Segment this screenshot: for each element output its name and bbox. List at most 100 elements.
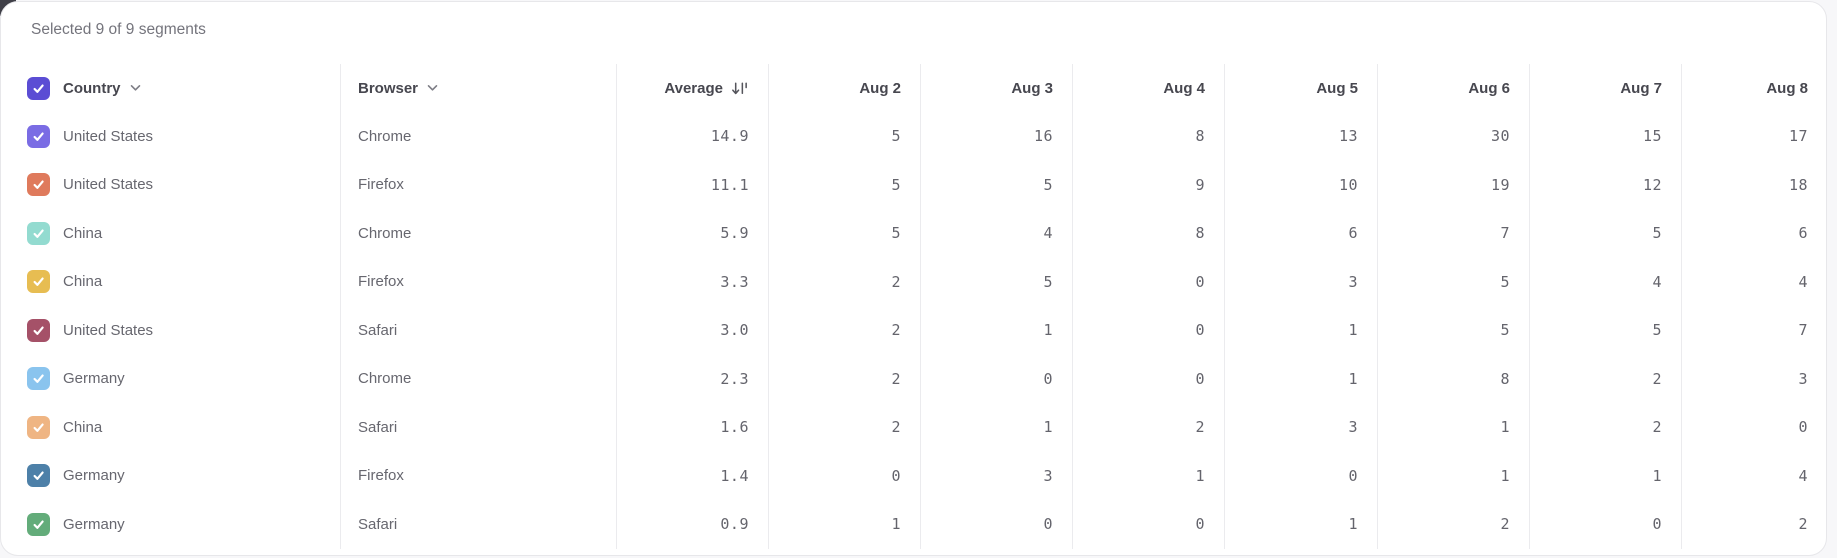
segment-checkbox[interactable] <box>27 512 50 536</box>
country-value: Germany <box>63 515 125 533</box>
date-value-cell: 1 <box>1377 451 1529 500</box>
date-value-cell: 0 <box>1072 306 1224 355</box>
segments-table: Country Browser Average Aug 2 Aug 3 Aug … <box>0 64 1827 549</box>
date-value-cell: 0 <box>768 451 920 500</box>
average-value-cell: 1.4 <box>616 451 768 500</box>
date-value-cell: 6 <box>1224 209 1377 258</box>
table-row-browser-cell: Firefox <box>340 160 616 209</box>
segment-checkbox[interactable] <box>27 464 50 488</box>
chevron-down-icon <box>130 84 141 92</box>
date-value-cell: 4 <box>1529 257 1681 306</box>
date-value-cell: 2 <box>1377 500 1529 549</box>
date-value-cell: 0 <box>920 354 1072 403</box>
date-value-cell: 1 <box>1529 451 1681 500</box>
table-row-country-cell: Germany <box>0 452 340 501</box>
date-value-cell: 5 <box>920 257 1072 306</box>
table-row-country-cell: United States <box>0 306 340 355</box>
date-value-cell: 2 <box>768 257 920 306</box>
check-icon <box>33 83 44 93</box>
segment-checkbox[interactable] <box>27 173 50 197</box>
date-value-cell: 0 <box>1681 403 1827 452</box>
date-column-header: Aug 2 <box>768 64 920 112</box>
date-value-cell: 0 <box>1224 451 1377 500</box>
segment-checkbox[interactable] <box>27 318 50 342</box>
average-value-cell: 3.0 <box>616 306 768 355</box>
sort-descending-icon[interactable] <box>730 79 749 98</box>
average-value-cell: 11.1 <box>616 160 768 209</box>
segment-checkbox[interactable] <box>27 367 50 391</box>
date-value-cell: 0 <box>1529 500 1681 549</box>
browser-value: Firefox <box>358 176 404 194</box>
country-value: Germany <box>63 467 125 485</box>
segment-checkbox[interactable] <box>27 221 50 245</box>
date-column-header: Aug 3 <box>920 64 1072 112</box>
segment-checkbox[interactable] <box>27 270 50 294</box>
date-value-cell: 5 <box>768 112 920 161</box>
date-value-cell: 1 <box>1224 306 1377 355</box>
date-value-cell: 5 <box>1529 209 1681 258</box>
date-value-cell: 9 <box>1072 160 1224 209</box>
date-value-cell: 2 <box>768 354 920 403</box>
check-icon <box>33 277 44 287</box>
date-value-cell: 5 <box>1377 257 1529 306</box>
average-value-cell: 2.3 <box>616 354 768 403</box>
check-icon <box>33 326 44 335</box>
date-value-cell: 12 <box>1529 160 1681 209</box>
date-value-cell: 1 <box>920 403 1072 452</box>
date-value-cell: 1 <box>1377 403 1529 452</box>
date-value-cell: 3 <box>1681 354 1827 403</box>
date-column-header: Aug 4 <box>1072 64 1224 112</box>
date-value-cell: 8 <box>1072 209 1224 258</box>
date-value-cell: 3 <box>1224 257 1377 306</box>
date-value-cell: 17 <box>1681 112 1827 161</box>
table-row-browser-cell: Safari <box>340 500 616 549</box>
date-value-cell: 1 <box>1224 500 1377 549</box>
chevron-down-icon <box>427 84 438 92</box>
browser-column-header[interactable]: Browser <box>340 64 616 112</box>
date-value-cell: 2 <box>1681 500 1827 549</box>
date-value-cell: 7 <box>1681 306 1827 355</box>
browser-value: Firefox <box>358 467 404 485</box>
date-value-cell: 4 <box>1681 257 1827 306</box>
browser-value: Safari <box>358 418 398 436</box>
average-value-cell: 5.9 <box>616 209 768 258</box>
browser-value: Safari <box>358 515 398 533</box>
average-value-cell: 3.3 <box>616 257 768 306</box>
check-icon <box>33 374 44 384</box>
browser-value: Firefox <box>358 273 404 291</box>
average-column-header[interactable]: Average <box>616 64 768 112</box>
date-value-cell: 2 <box>1529 403 1681 452</box>
table-row-browser-cell: Safari <box>340 306 616 355</box>
date-value-cell: 5 <box>1377 306 1529 355</box>
browser-value: Safari <box>358 321 398 339</box>
check-icon <box>33 180 44 190</box>
country-value: China <box>63 224 103 242</box>
table-row-country-cell: China <box>0 258 340 307</box>
date-value-cell: 0 <box>920 500 1072 549</box>
average-header-label: Average <box>664 79 723 97</box>
date-value-cell: 1 <box>920 306 1072 355</box>
date-value-cell: 5 <box>768 160 920 209</box>
table-row-country-cell: Germany <box>0 355 340 404</box>
date-value-cell: 4 <box>1681 451 1827 500</box>
country-value: China <box>63 273 103 291</box>
date-value-cell: 5 <box>768 209 920 258</box>
table-row-country-cell: United States <box>0 112 340 161</box>
check-icon <box>33 132 44 141</box>
country-column-header[interactable]: Country <box>0 64 340 112</box>
date-value-cell: 13 <box>1224 112 1377 161</box>
date-value-cell: 18 <box>1681 160 1827 209</box>
date-value-cell: 2 <box>768 306 920 355</box>
selected-segments-summary: Selected 9 of 9 segments <box>31 21 206 38</box>
date-value-cell: 8 <box>1072 112 1224 161</box>
average-value-cell: 14.9 <box>616 112 768 161</box>
date-value-cell: 5 <box>1529 306 1681 355</box>
date-value-cell: 8 <box>1377 354 1529 403</box>
browser-value: Chrome <box>358 224 412 242</box>
segment-checkbox[interactable] <box>27 124 50 148</box>
date-value-cell: 0 <box>1072 257 1224 306</box>
select-all-checkbox[interactable] <box>27 76 50 100</box>
date-column-header: Aug 7 <box>1529 64 1681 112</box>
segment-checkbox[interactable] <box>27 415 50 439</box>
country-value: United States <box>63 127 154 145</box>
